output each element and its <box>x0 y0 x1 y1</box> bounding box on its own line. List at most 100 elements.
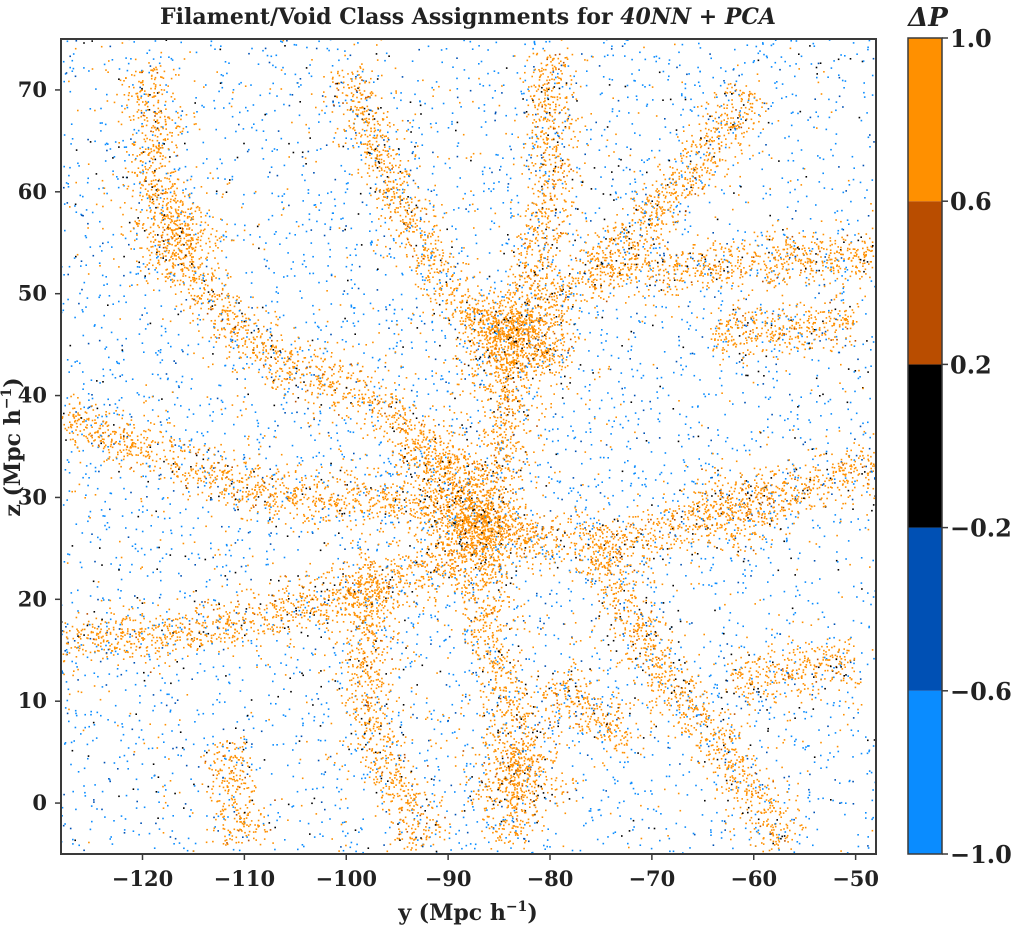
data-point <box>345 247 348 249</box>
data-point <box>76 360 78 362</box>
data-point <box>151 747 154 750</box>
data-point <box>627 350 629 353</box>
data-point <box>125 337 127 340</box>
data-point <box>675 129 678 131</box>
data-point <box>621 470 624 473</box>
data-point <box>692 175 694 178</box>
data-point <box>277 424 279 427</box>
data-point <box>785 537 788 540</box>
data-point <box>234 509 236 512</box>
data-point <box>345 182 348 185</box>
data-point <box>212 346 215 348</box>
data-point <box>684 470 686 472</box>
data-point <box>114 377 117 379</box>
data-point <box>625 193 627 195</box>
data-point <box>857 834 859 836</box>
data-point <box>329 818 331 820</box>
data-point <box>475 242 478 245</box>
data-point <box>482 545 485 548</box>
data-point <box>851 696 854 699</box>
data-point <box>611 110 614 113</box>
data-point <box>133 751 136 753</box>
data-point <box>665 775 668 778</box>
data-point <box>434 341 436 343</box>
data-point <box>96 380 98 382</box>
data-point <box>312 654 314 656</box>
data-point <box>447 262 450 265</box>
data-point <box>165 39 168 41</box>
data-point <box>509 207 512 210</box>
data-point <box>114 141 117 143</box>
data-point <box>456 550 458 552</box>
data-point <box>785 315 787 318</box>
data-point <box>320 670 322 672</box>
data-point <box>273 352 275 354</box>
data-point <box>104 143 107 146</box>
data-point <box>859 425 862 428</box>
data-point <box>141 602 144 604</box>
data-point <box>336 778 339 780</box>
data-point <box>435 588 438 590</box>
data-point <box>616 317 619 320</box>
data-point <box>346 711 348 713</box>
data-point <box>632 819 635 822</box>
data-point <box>859 181 862 184</box>
data-point <box>412 625 414 627</box>
data-point <box>431 320 434 323</box>
data-point <box>174 308 176 310</box>
data-point <box>588 408 591 410</box>
data-point <box>431 793 434 795</box>
data-point <box>541 192 544 195</box>
data-point <box>465 309 467 311</box>
data-point <box>714 582 717 585</box>
data-point <box>376 529 379 531</box>
data-point <box>536 391 538 394</box>
data-point <box>190 439 193 442</box>
data-point <box>135 742 137 745</box>
data-point <box>770 157 773 159</box>
data-point <box>393 333 396 335</box>
data-point <box>757 59 760 62</box>
data-point <box>336 752 338 755</box>
data-point <box>472 672 474 674</box>
data-point <box>828 637 831 639</box>
data-point <box>391 571 394 573</box>
data-point <box>410 687 413 689</box>
data-point <box>388 253 391 255</box>
data-point <box>839 729 842 732</box>
data-point <box>152 709 154 712</box>
data-point <box>191 218 193 221</box>
data-point <box>626 146 628 148</box>
data-point <box>377 420 379 422</box>
data-point <box>250 642 253 645</box>
data-point <box>295 666 298 669</box>
data-point <box>844 813 846 816</box>
data-point <box>867 845 869 847</box>
data-point <box>794 683 796 686</box>
data-point <box>476 430 478 433</box>
data-point <box>99 122 102 124</box>
data-point <box>321 821 323 823</box>
data-point <box>361 70 364 73</box>
data-point <box>233 423 235 426</box>
data-point <box>472 582 475 585</box>
data-point <box>218 653 220 655</box>
data-point <box>464 630 466 632</box>
data-point <box>401 641 404 644</box>
data-point <box>219 82 222 84</box>
data-point <box>464 340 466 342</box>
data-point <box>425 702 428 704</box>
data-point <box>207 511 210 513</box>
data-point <box>729 612 732 614</box>
data-point <box>349 54 352 57</box>
data-point <box>256 225 259 228</box>
data-point <box>594 188 597 190</box>
data-point <box>479 83 481 85</box>
data-point <box>262 437 264 439</box>
data-point <box>466 743 469 746</box>
data-point <box>788 338 791 340</box>
data-point <box>106 93 108 96</box>
data-point <box>462 345 465 348</box>
data-point <box>581 53 583 55</box>
data-point <box>476 399 479 401</box>
